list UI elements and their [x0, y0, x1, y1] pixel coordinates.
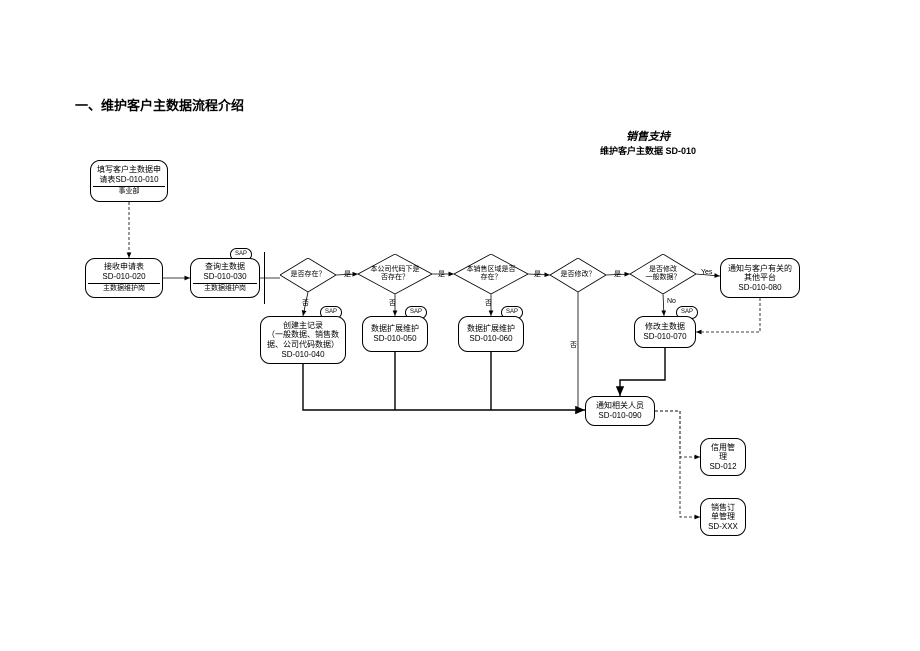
- header-main: 销售支持: [600, 128, 696, 144]
- node-line: 填写客户主数据申: [93, 165, 165, 175]
- decision-line: 本公司代码下是: [371, 266, 420, 274]
- edge-label-no: 否: [302, 298, 309, 308]
- node-sd-010-080: 通知与客户有关的 其他平台 SD-010-080: [720, 258, 800, 298]
- node-line: SD-010-040: [263, 350, 343, 360]
- node-sd-010-020: 接收申请表 SD-010-020 主数据维护岗: [85, 258, 163, 298]
- decision-label: 是否修改？: [550, 258, 606, 292]
- node-line: 查询主数据: [193, 262, 257, 272]
- node-line: 理: [703, 452, 743, 462]
- edge-label-no-en: No: [667, 298, 676, 305]
- page-tick: [264, 252, 265, 304]
- node-line: SD-010-030: [193, 272, 257, 282]
- node-line: SD-012: [703, 462, 743, 472]
- node-line: SD-010-080: [723, 283, 797, 293]
- node-line: 修改主数据: [637, 322, 693, 332]
- node-sd-010-030: 查询主数据 SD-010-030 主数据维护岗: [190, 258, 260, 298]
- decision-label: 本销售区域是否 存在？: [454, 254, 528, 294]
- node-line: SD-010-090: [588, 411, 652, 421]
- node-line: 接收申请表: [88, 262, 160, 272]
- decision-label: 本公司代码下是 否存在？: [358, 254, 432, 294]
- node-line: 数据扩展维护: [461, 324, 521, 334]
- edge-label-yes: 是: [344, 269, 351, 279]
- edge-label-no: 否: [570, 340, 577, 350]
- header-sub: 维护客户主数据 SD-010: [600, 144, 696, 157]
- node-ext-sd-xxx: 销售订 单管理 SD-XXX: [700, 498, 746, 536]
- node-line: 销售订: [703, 503, 743, 513]
- edge-label-yes: 是: [534, 269, 541, 279]
- node-line: 通知相关人员: [588, 401, 652, 411]
- decision-exists: 是否存在？: [280, 258, 336, 292]
- node-line: SD-010-070: [637, 332, 693, 342]
- decision-line: 存在？: [467, 274, 516, 282]
- edge-label-no: 否: [389, 298, 396, 308]
- node-line: SD-010-060: [461, 334, 521, 344]
- node-footer: 主数据维护岗: [193, 283, 257, 293]
- decision-modify: 是否修改？: [550, 258, 606, 292]
- node-line: （一般数据、销售数: [263, 330, 343, 340]
- decision-line: 是否修改: [646, 266, 681, 274]
- decision-modify-general: 是否修改 一般数据？: [630, 254, 696, 294]
- node-line: 数据扩展维护: [365, 324, 425, 334]
- decision-line: 否存在？: [371, 274, 420, 282]
- node-sd-010-010: 填写客户主数据申 请表SD-010-010 事业部: [90, 160, 168, 202]
- edge-label-yes-en: Yes: [701, 269, 712, 276]
- page-title: 一、维护客户主数据流程介绍: [75, 95, 244, 114]
- edge-label-yes: 是: [614, 269, 621, 279]
- node-ext-sd-012: 信用管 理 SD-012: [700, 438, 746, 476]
- node-sd-010-090: 通知相关人员 SD-010-090: [585, 396, 655, 426]
- node-sd-010-040: 创建主记录 （一般数据、销售数 据、公司代码数据） SD-010-040: [260, 316, 346, 364]
- node-line: SD-XXX: [703, 522, 743, 532]
- node-line: SD-010-050: [365, 334, 425, 344]
- header-group: 销售支持 维护客户主数据 SD-010: [600, 128, 696, 157]
- node-line: 创建主记录: [263, 321, 343, 331]
- node-footer: 事业部: [93, 186, 165, 196]
- node-line: 信用管: [703, 443, 743, 453]
- decision-label: 是否存在？: [280, 258, 336, 292]
- edge-label-yes: 是: [438, 269, 445, 279]
- decision-label: 是否修改 一般数据？: [630, 254, 696, 294]
- node-line: 其他平台: [723, 273, 797, 283]
- node-sd-010-050: 数据扩展维护 SD-010-050: [362, 316, 428, 352]
- node-line: SD-010-020: [88, 272, 160, 282]
- node-footer: 主数据维护岗: [88, 283, 160, 293]
- node-sd-010-060: 数据扩展维护 SD-010-060: [458, 316, 524, 352]
- node-line: 单管理: [703, 512, 743, 522]
- decision-line: 本销售区域是否: [467, 266, 516, 274]
- node-line: 请表SD-010-010: [93, 175, 165, 185]
- node-sd-010-070: 修改主数据 SD-010-070: [634, 316, 696, 348]
- node-line: 通知与客户有关的: [723, 264, 797, 274]
- decision-company-code: 本公司代码下是 否存在？: [358, 254, 432, 294]
- decision-line: 一般数据？: [646, 274, 681, 282]
- edge-label-no: 否: [485, 298, 492, 308]
- node-line: 据、公司代码数据）: [263, 340, 343, 350]
- decision-sales-area: 本销售区域是否 存在？: [454, 254, 528, 294]
